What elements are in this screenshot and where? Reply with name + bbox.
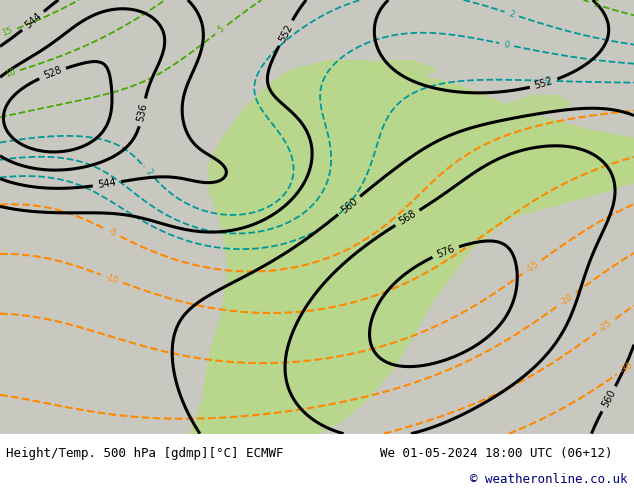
Text: -15: -15 bbox=[524, 259, 540, 274]
Text: We 01-05-2024 18:00 UTC (06+12): We 01-05-2024 18:00 UTC (06+12) bbox=[380, 447, 613, 460]
Text: 544: 544 bbox=[97, 177, 117, 190]
Text: 544: 544 bbox=[23, 11, 43, 31]
Text: Height/Temp. 500 hPa [gdmp][°C] ECMWF: Height/Temp. 500 hPa [gdmp][°C] ECMWF bbox=[6, 447, 284, 460]
Text: 552: 552 bbox=[277, 23, 294, 44]
Text: 5: 5 bbox=[592, 0, 600, 9]
Text: -25: -25 bbox=[598, 318, 614, 333]
Text: 528: 528 bbox=[42, 65, 63, 81]
Text: 2: 2 bbox=[508, 9, 515, 19]
Text: 560: 560 bbox=[600, 388, 618, 409]
Text: © weatheronline.co.uk: © weatheronline.co.uk bbox=[470, 473, 628, 487]
Polygon shape bbox=[190, 61, 634, 434]
Polygon shape bbox=[507, 96, 571, 113]
Text: -2: -2 bbox=[543, 76, 552, 85]
Text: 5: 5 bbox=[216, 24, 226, 35]
Text: 576: 576 bbox=[435, 244, 456, 260]
Text: 10: 10 bbox=[4, 67, 16, 79]
Text: 0: 0 bbox=[503, 40, 510, 49]
Text: 552: 552 bbox=[533, 76, 554, 91]
Polygon shape bbox=[456, 130, 634, 208]
Text: -5: -5 bbox=[107, 226, 118, 238]
Text: 2: 2 bbox=[145, 168, 155, 177]
Text: -30: -30 bbox=[618, 360, 634, 375]
Polygon shape bbox=[0, 0, 634, 434]
Text: -20: -20 bbox=[559, 292, 574, 307]
Text: 15: 15 bbox=[1, 26, 14, 38]
Polygon shape bbox=[355, 61, 437, 78]
Text: 536: 536 bbox=[136, 102, 150, 122]
Text: 560: 560 bbox=[339, 196, 359, 215]
Text: -10: -10 bbox=[104, 272, 120, 285]
Text: 568: 568 bbox=[397, 209, 418, 227]
